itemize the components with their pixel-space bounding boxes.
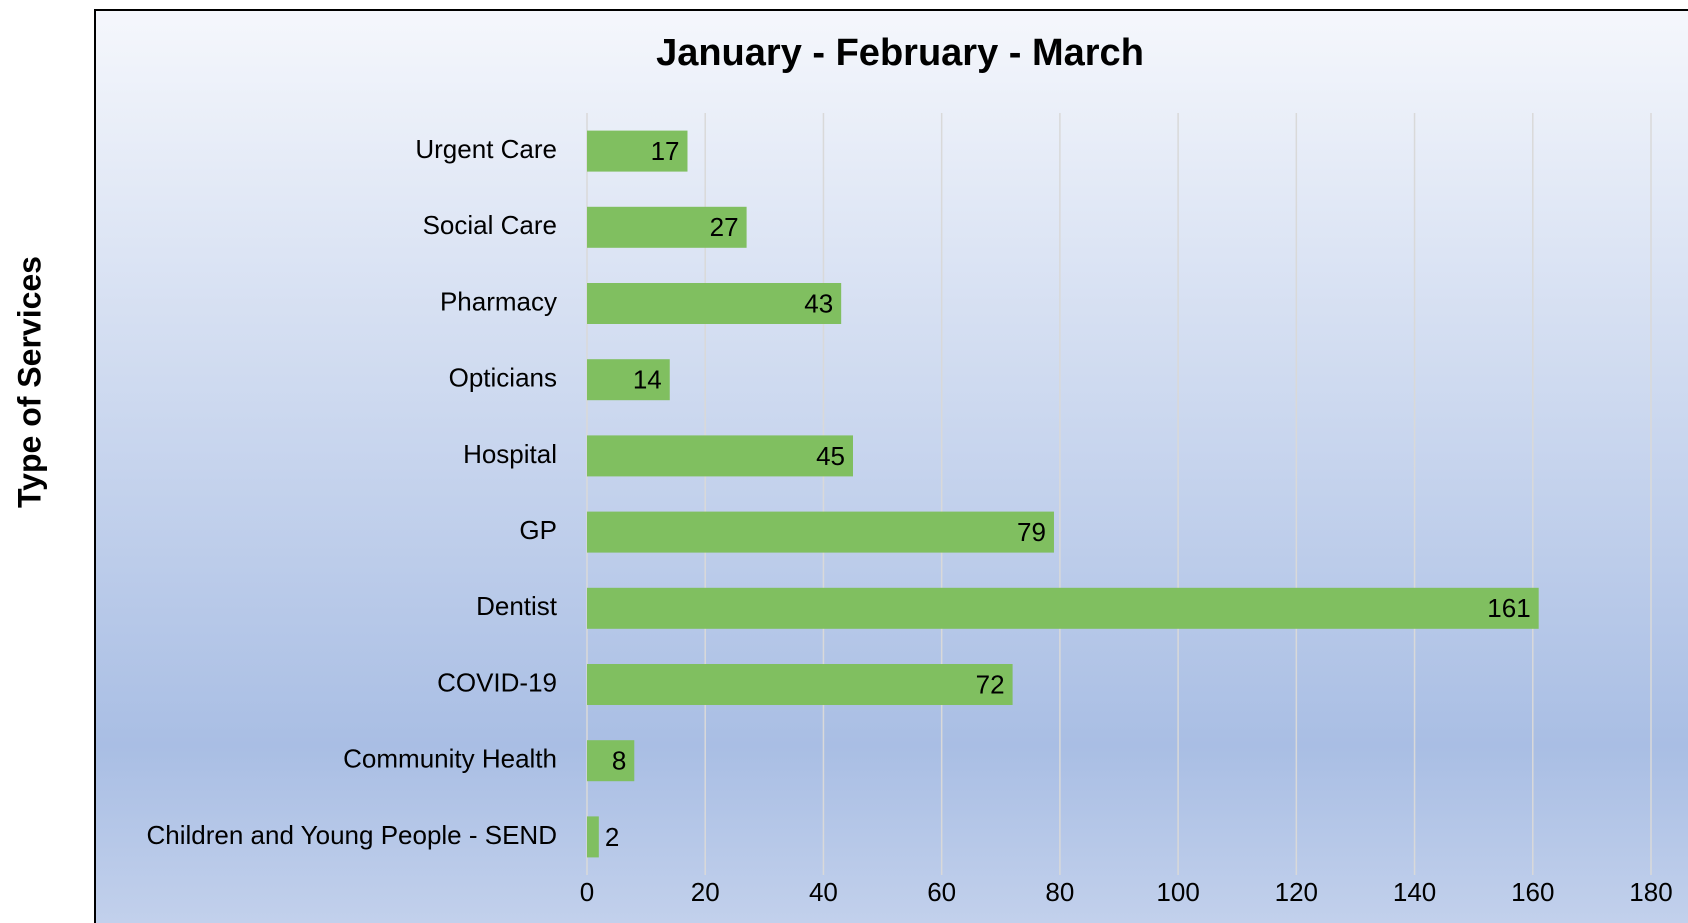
x-tick-label: 180 [1629,877,1672,907]
y-tick-label: GP [519,515,557,545]
x-tick-label: 100 [1156,877,1199,907]
bar [587,587,1539,629]
y-tick-label: Dentist [476,591,558,621]
y-tick-label: Children and Young People - SEND [146,820,557,850]
bar [587,816,599,858]
y-tick-label: Community Health [343,744,557,774]
bar [587,511,1054,553]
x-tick-label: 160 [1511,877,1554,907]
y-tick-label: Urgent Care [415,134,557,164]
data-label: 161 [1487,593,1530,623]
chart-title: January - February - March [656,32,1144,74]
y-tick-label: COVID-19 [437,667,557,697]
bar [587,664,1013,705]
y-tick-label: Hospital [463,439,557,469]
bar [587,435,853,477]
x-tick-label: 120 [1275,877,1318,907]
chart-area [94,9,1688,923]
x-tick-label: 80 [1045,877,1074,907]
x-tick-label: 60 [927,877,956,907]
y-tick-label: Pharmacy [440,286,557,316]
data-label: 8 [612,746,626,776]
data-label: 79 [1017,517,1046,547]
bar [587,359,670,401]
data-label: 2 [605,822,619,852]
data-label: 17 [651,136,680,166]
data-label: 43 [804,288,833,318]
data-label: 72 [976,669,1005,699]
y-tick-label: Opticians [449,363,557,393]
x-tick-label: 40 [809,877,838,907]
data-label: 27 [710,212,739,242]
data-label: 14 [633,365,662,395]
y-axis-label: Type of Services [11,256,47,508]
bar [587,283,842,324]
bar [587,130,688,172]
bar [587,206,747,248]
bar [587,740,635,782]
data-label: 45 [816,441,845,471]
x-tick-label: 20 [691,877,720,907]
x-tick-label: 140 [1393,877,1436,907]
y-tick-label: Social Care [423,210,557,240]
x-tick-label: 0 [580,877,594,907]
